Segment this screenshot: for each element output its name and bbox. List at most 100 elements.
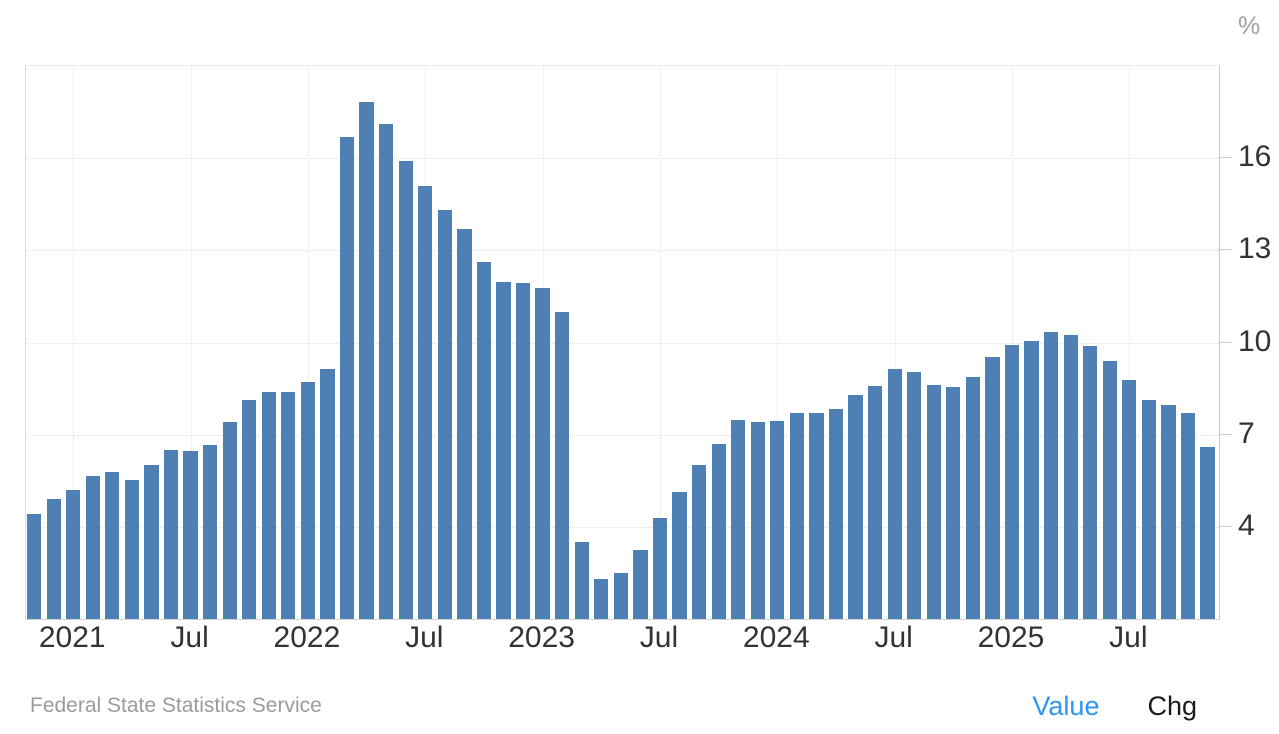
x-gridline	[307, 66, 309, 619]
bar[interactable]	[691, 465, 707, 619]
bar[interactable]	[124, 479, 140, 619]
bar[interactable]	[1063, 335, 1078, 619]
x-gridline	[894, 66, 896, 619]
bar[interactable]	[867, 385, 883, 619]
bar[interactable]	[418, 185, 433, 619]
bar[interactable]	[1102, 360, 1117, 619]
y-axis-tick-label: 13	[1238, 232, 1272, 266]
bar[interactable]	[339, 136, 355, 619]
bar[interactable]	[926, 384, 941, 619]
x-axis-tick-label: Jul	[639, 621, 679, 654]
x-axis-tick-label: Jul	[1109, 621, 1148, 654]
y-axis-tick	[1218, 157, 1232, 159]
y-axis-tick-label: 7	[1238, 416, 1255, 450]
y-axis-unit-label: %	[1238, 12, 1261, 40]
bar[interactable]	[222, 422, 237, 619]
y-axis-tick	[1218, 249, 1232, 251]
x-axis-tick-label: Jul	[170, 621, 209, 654]
x-gridline	[659, 66, 661, 619]
bar[interactable]	[1161, 404, 1176, 619]
bar[interactable]	[85, 475, 100, 619]
x-axis-tick-label: 2025	[977, 621, 1045, 654]
bar[interactable]	[163, 450, 179, 619]
bar[interactable]	[1200, 446, 1215, 619]
bar[interactable]	[613, 572, 628, 619]
bar[interactable]	[750, 421, 765, 619]
bar[interactable]	[46, 498, 61, 619]
bar[interactable]	[809, 412, 824, 619]
y-gridline	[26, 526, 1219, 528]
bar[interactable]	[242, 399, 257, 619]
bar[interactable]	[476, 261, 492, 619]
bar[interactable]	[1083, 346, 1098, 619]
x-axis-tick-label: Jul	[405, 621, 444, 654]
x-gridline	[190, 66, 192, 619]
x-axis-tick-label: 2024	[742, 621, 810, 654]
bar[interactable]	[1043, 332, 1059, 619]
bar[interactable]	[828, 408, 844, 619]
bar[interactable]	[437, 210, 452, 619]
bar[interactable]	[848, 394, 863, 619]
bar[interactable]	[574, 541, 589, 619]
y-axis-tick-label: 4	[1238, 508, 1255, 542]
y-gridline	[26, 250, 1219, 252]
x-gridline	[1011, 66, 1013, 619]
bar[interactable]	[985, 357, 1000, 619]
bar[interactable]	[633, 549, 648, 619]
x-gridline	[1129, 66, 1131, 619]
y-axis-tick-label: 10	[1238, 324, 1272, 358]
chg-toggle[interactable]: Chg	[1147, 691, 1197, 721]
x-axis-tick-label: 2022	[273, 621, 341, 654]
bar[interactable]	[887, 369, 902, 619]
bar[interactable]	[300, 381, 316, 619]
series-mode-toggles: Value Chg	[1032, 691, 1197, 722]
bar[interactable]	[555, 312, 570, 619]
bar[interactable]	[496, 281, 511, 619]
bar[interactable]	[281, 391, 296, 619]
bar[interactable]	[457, 229, 472, 619]
bar[interactable]	[907, 371, 922, 619]
y-axis-tick	[1218, 525, 1232, 527]
x-axis-tick-label: Jul	[874, 621, 913, 654]
bar[interactable]	[66, 490, 81, 619]
bar[interactable]	[379, 124, 394, 619]
bar[interactable]	[144, 464, 159, 619]
bar[interactable]	[515, 282, 531, 619]
bar[interactable]	[1024, 340, 1039, 619]
y-gridline	[26, 434, 1219, 436]
y-axis-tick	[1218, 341, 1232, 343]
x-axis-tick-label: 2021	[38, 621, 106, 654]
value-toggle[interactable]: Value	[1032, 691, 1100, 721]
x-gridline	[73, 66, 75, 619]
bar[interactable]	[731, 419, 746, 619]
bar[interactable]	[965, 376, 980, 619]
bar[interactable]	[1004, 344, 1020, 619]
bar[interactable]	[770, 421, 785, 619]
bar[interactable]	[535, 288, 550, 619]
bar[interactable]	[1122, 379, 1137, 619]
bar[interactable]	[203, 444, 218, 619]
bar[interactable]	[359, 101, 374, 619]
bar[interactable]	[946, 387, 961, 619]
bar[interactable]	[27, 513, 42, 619]
bar[interactable]	[652, 517, 668, 619]
y-axis-tick	[1218, 433, 1232, 435]
bar[interactable]	[398, 161, 413, 619]
bar[interactable]	[1180, 412, 1196, 619]
plot-area[interactable]	[25, 65, 1220, 620]
y-axis-tick-label: 16	[1238, 140, 1272, 174]
bar[interactable]	[789, 413, 804, 619]
bar[interactable]	[594, 578, 609, 619]
bar[interactable]	[711, 444, 726, 619]
bar[interactable]	[1141, 399, 1157, 619]
x-gridline	[777, 66, 779, 619]
y-gridline	[26, 158, 1219, 160]
x-axis-tick-label: 2023	[508, 621, 575, 654]
bar[interactable]	[183, 451, 198, 619]
source-attribution: Federal State Statistics Service	[30, 694, 322, 717]
bar[interactable]	[672, 491, 687, 619]
bar[interactable]	[320, 368, 335, 619]
bar[interactable]	[261, 391, 276, 619]
bar[interactable]	[105, 471, 120, 619]
